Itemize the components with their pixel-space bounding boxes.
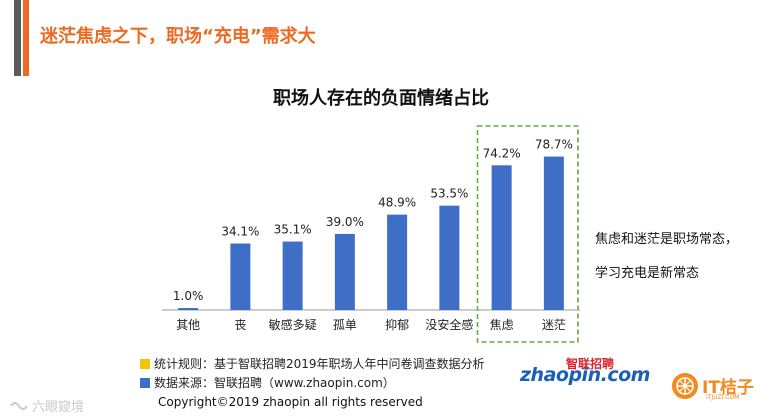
watermark: 六眼窥境 bbox=[10, 396, 84, 415]
legend-stat-rule-text: 统计规则：基于智联招聘2019年职场人年中问卷调查数据分析 bbox=[154, 357, 485, 371]
bar-3 bbox=[282, 241, 303, 310]
chart-title: 职场人存在的负面情绪占比 bbox=[273, 88, 489, 109]
category-label: 没安全感 bbox=[425, 317, 473, 332]
category-label: 敏感多疑 bbox=[269, 317, 317, 332]
legend-yellow-swatch bbox=[140, 358, 150, 369]
watermark-text: 六眼窥境 bbox=[32, 400, 85, 415]
bar-7 bbox=[491, 165, 512, 310]
category-label: 其他 bbox=[176, 318, 200, 332]
orange-icon bbox=[672, 373, 698, 399]
bar-6 bbox=[439, 205, 460, 310]
bar-8 bbox=[543, 156, 564, 310]
highlight-box bbox=[476, 125, 579, 343]
zhaopin-logo-en: zhaopin.com bbox=[520, 364, 650, 386]
category-label: 迷茫 bbox=[542, 318, 566, 332]
bar-5 bbox=[387, 214, 408, 310]
category-label: 丧 bbox=[234, 318, 246, 332]
value-label: 78.7% bbox=[535, 138, 573, 152]
value-label: 39.0% bbox=[326, 215, 364, 229]
itjuzi-logo: IT桔子 ITJUZI.COM bbox=[672, 370, 762, 410]
copyright-text: Copyright©2019 zhaopin all rights reserv… bbox=[158, 395, 423, 409]
conclusion-note-1: 焦虑和迷茫是职场常态， bbox=[595, 232, 739, 247]
value-label: 35.1% bbox=[274, 223, 312, 237]
legend-stat-rule: 统计规则：基于智联招聘2019年职场人年中问卷调查数据分析 bbox=[140, 355, 485, 372]
title-accent-dark-bar bbox=[14, 0, 21, 76]
zhaopin-logo-cn: 智联招聘 bbox=[566, 357, 615, 371]
bar-4 bbox=[334, 233, 355, 310]
bar-1 bbox=[178, 308, 199, 310]
value-label: 34.1% bbox=[221, 225, 259, 239]
watermark-icon bbox=[10, 401, 28, 410]
category-label: 抑郁 bbox=[385, 317, 409, 332]
legend-data-source: 数据来源：智联招聘（www.zhaopin.com） bbox=[140, 374, 395, 391]
zhaopin-logo: 智联招聘 zhaopin.com bbox=[520, 355, 650, 386]
itjuzi-logo-text: IT桔子 bbox=[702, 378, 754, 398]
legend-blue-swatch bbox=[140, 377, 150, 388]
value-label: 48.9% bbox=[378, 196, 416, 210]
itjuzi-logo-domain: ITJUZI.COM bbox=[706, 394, 740, 401]
title-accent-orange-bar bbox=[23, 0, 29, 76]
category-label: 焦虑 bbox=[490, 318, 514, 332]
bar-2 bbox=[230, 243, 251, 310]
slide-title: 迷茫焦虑之下，职场“充电”需求大 bbox=[40, 26, 316, 47]
conclusion-note-2: 学习充电是新常态 bbox=[595, 266, 700, 281]
legend-data-source-text: 数据来源：智联招聘（www.zhaopin.com） bbox=[154, 376, 395, 390]
value-label: 53.5% bbox=[430, 187, 468, 201]
value-label: 1.0% bbox=[173, 289, 204, 303]
value-label: 74.2% bbox=[483, 146, 521, 160]
category-label: 孤单 bbox=[333, 318, 357, 332]
